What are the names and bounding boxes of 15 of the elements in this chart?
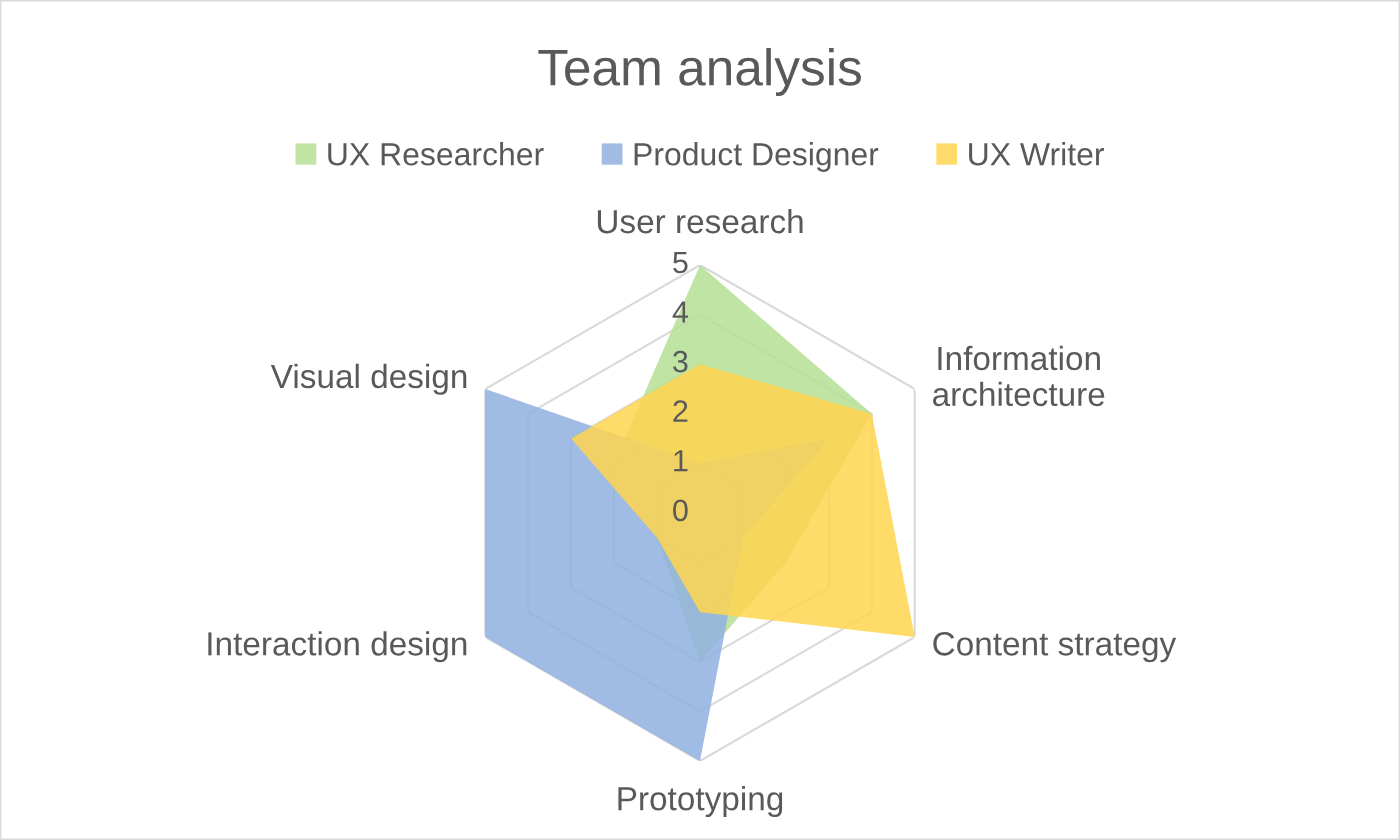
y-tick-label: 2 (673, 400, 688, 422)
chart-title: Team analysis (538, 48, 861, 96)
legend-label: UX Writer (969, 142, 1104, 166)
spoke-label: Content strategy (933, 632, 1177, 663)
spoke-label: Prototyping (618, 786, 783, 818)
legend-label: Product Designer (634, 142, 879, 172)
y-tick-label: 5 (673, 251, 688, 274)
spoke-label: Visual design (270, 363, 467, 395)
legend-label: UX Researcher (328, 142, 544, 166)
spoke-label: Information architecture (933, 345, 1105, 407)
y-tick-label: 1 (674, 450, 688, 472)
spoke-label: User research (597, 208, 803, 234)
y-tick-label: 3 (673, 350, 688, 373)
y-tick-label: 0 (673, 499, 688, 522)
spoke-label: Interaction design (208, 631, 467, 663)
